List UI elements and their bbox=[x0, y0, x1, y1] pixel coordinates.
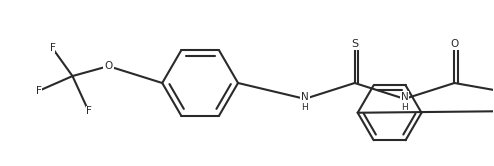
Text: H: H bbox=[401, 103, 408, 112]
Text: F: F bbox=[49, 43, 55, 53]
Text: O: O bbox=[451, 39, 458, 49]
Text: N: N bbox=[301, 92, 309, 102]
Text: H: H bbox=[301, 103, 308, 112]
Text: F: F bbox=[36, 86, 41, 96]
Text: O: O bbox=[104, 61, 113, 71]
Text: S: S bbox=[351, 39, 358, 49]
Text: F: F bbox=[85, 106, 91, 116]
Text: N: N bbox=[401, 92, 409, 102]
